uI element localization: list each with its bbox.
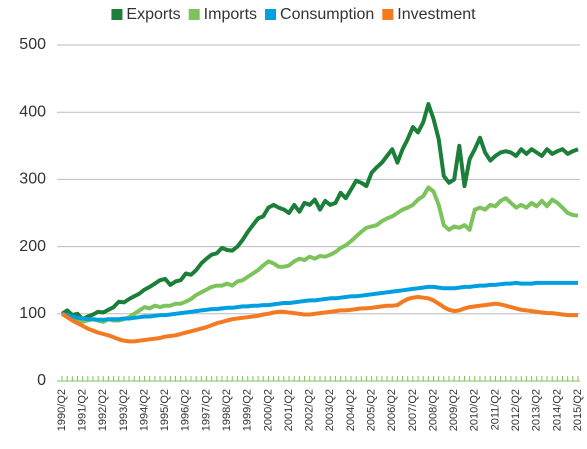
x-tick-label: 1991/Q2	[77, 389, 89, 431]
x-tick-label: 1990/Q2	[56, 389, 68, 431]
x-tick-label: 2011/Q2	[489, 389, 501, 430]
x-tick-label: 1995/Q2	[159, 389, 171, 431]
x-tick-label: 1996/Q2	[180, 389, 192, 431]
legend-swatch	[382, 9, 394, 20]
legend-label: Consumption	[280, 6, 374, 23]
y-tick-label: 100	[19, 305, 46, 322]
x-tick-label: 2015/Q2	[572, 389, 584, 431]
x-tick-label: 2010/Q2	[469, 389, 481, 431]
x-tick-label: 1992/Q2	[97, 389, 109, 431]
x-tick-label: 2013/Q2	[531, 389, 543, 431]
x-tick-label: 2012/Q2	[510, 389, 522, 431]
x-tick-label: 2004/Q2	[345, 389, 357, 431]
legend-swatch	[188, 9, 200, 20]
x-tick-label: 2000/Q2	[262, 389, 274, 431]
x-tick-label: 1993/Q2	[118, 389, 130, 431]
y-tick-label: 400	[19, 103, 46, 120]
legend-swatch	[111, 9, 123, 20]
x-tick-label: 1999/Q2	[242, 389, 254, 431]
legend-swatch	[265, 9, 277, 20]
x-tick-label: 2006/Q2	[386, 389, 398, 431]
legend-label: Exports	[126, 6, 180, 23]
x-tick-label: 2014/Q2	[551, 389, 563, 431]
x-tick-label: 2009/Q2	[448, 389, 460, 431]
legend-label: Imports	[204, 6, 257, 23]
x-tick-label: 2005/Q2	[366, 389, 378, 431]
x-tick-label: 2008/Q2	[427, 389, 439, 431]
x-tick-label: 2002/Q2	[304, 389, 316, 431]
x-tick-label: 2001/Q2	[283, 389, 295, 431]
x-tick-label: 1997/Q2	[200, 389, 212, 431]
y-tick-label: 200	[19, 238, 46, 255]
y-tick-label: 500	[19, 36, 46, 53]
x-tick-label: 2003/Q2	[324, 389, 336, 431]
x-tick-label: 2007/Q2	[407, 389, 419, 431]
legend-label: Investment	[397, 6, 476, 23]
x-tick-label: 1994/Q2	[138, 389, 150, 431]
y-tick-label: 300	[19, 171, 46, 188]
legend: Exports Imports Consumption Investment	[111, 6, 476, 23]
series-line	[61, 185, 579, 324]
series-line	[60, 102, 579, 322]
series-line	[61, 280, 578, 322]
y-tick-label: 0	[37, 372, 46, 389]
series-line	[60, 295, 578, 344]
x-tick-label: 1998/Q2	[221, 389, 233, 431]
